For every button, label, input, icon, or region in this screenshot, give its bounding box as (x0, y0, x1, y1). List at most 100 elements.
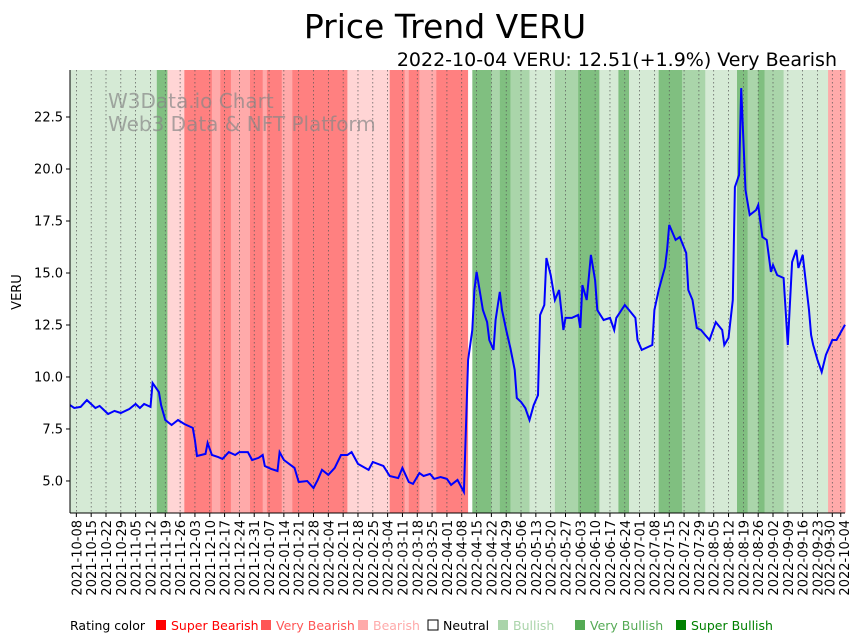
x-tick-label: 2022-05-06 (515, 520, 530, 596)
x-tick-label: 2022-09-16 (797, 520, 812, 596)
x-tick-label: 2021-12-10 (204, 520, 219, 596)
x-tick-label: 2022-03-18 (411, 520, 426, 596)
x-tick-label: 2022-04-29 (500, 520, 515, 596)
x-tick-label: 2022-07-01 (634, 520, 649, 596)
x-tick-label: 2021-11-05 (130, 520, 145, 596)
x-tick-label: 2021-10-08 (70, 520, 85, 596)
x-tick-label: 2022-09-23 (811, 520, 826, 596)
x-tick-label: 2021-11-26 (174, 520, 189, 596)
legend-label: Super Bearish (171, 618, 259, 633)
legend-label: Bearish (373, 618, 420, 633)
x-tick-label: 2022-06-03 (574, 520, 589, 596)
legend-label: Super Bullish (691, 618, 773, 633)
rating-band (211, 70, 221, 513)
x-tick-label: 2021-12-03 (189, 520, 204, 596)
rating-band (554, 70, 579, 513)
rating-band (266, 70, 283, 513)
rating-band (758, 70, 766, 513)
rating-band (70, 70, 158, 513)
legend: Rating color Super Bearish Very Bearish Bea… (70, 618, 773, 633)
x-tick-label: 2021-11-19 (159, 520, 174, 596)
x-tick-label: 2022-06-24 (619, 520, 634, 596)
chart-subtitle: 2022-10-04 VERU: 12.51(+1.9%) Very Beari… (397, 49, 837, 71)
x-tick-label: 2022-04-15 (471, 520, 486, 596)
x-tick-label: 2022-05-13 (530, 520, 545, 596)
rating-band (658, 70, 683, 513)
rating-band (599, 70, 619, 513)
rating-band (681, 70, 706, 513)
x-tick-label: 2022-09-09 (782, 520, 797, 596)
x-tick-label: 2022-10-04 (838, 520, 853, 596)
x-tick-label: 2022-07-15 (663, 520, 678, 596)
x-tick-label: 2021-11-12 (144, 520, 159, 596)
legend-swatch (427, 619, 439, 631)
x-tick-label: 2022-03-25 (426, 520, 441, 596)
x-tick-label: 2022-08-12 (723, 520, 738, 596)
y-tick-label: 15.0 (34, 266, 63, 281)
rating-band (737, 70, 749, 513)
rating-band (292, 70, 348, 513)
y-tick-label: 7.5 (42, 422, 63, 437)
legend-swatch (156, 620, 166, 630)
axes: 2021-10-08 2021-10-15 2021-10-22 2021-10-29… (34, 70, 853, 596)
x-tick-label: 2021-12-31 (248, 520, 263, 596)
y-tick-label: 20.0 (34, 162, 63, 177)
legend-label: Very Bearish (276, 618, 355, 633)
x-tick-label: 2022-05-20 (545, 520, 560, 596)
x-tick-label: 2022-06-17 (604, 520, 619, 596)
rating-band (472, 70, 492, 513)
rating-band (184, 70, 213, 513)
rating-band (249, 70, 264, 513)
rating-band (419, 70, 437, 513)
x-tick-label: 2022-05-27 (559, 520, 574, 596)
x-tick-label: 2022-04-22 (485, 520, 500, 596)
x-tick-label: 2022-04-08 (456, 520, 471, 596)
x-tick-label: 2022-02-11 (337, 520, 352, 596)
legend-title: Rating color (70, 618, 146, 633)
chart-title: Price Trend VERU (304, 7, 586, 46)
x-tick-label: 2022-03-11 (396, 520, 411, 596)
rating-band (404, 70, 410, 513)
rating-band (491, 70, 501, 513)
grid-lines (76, 70, 842, 513)
y-tick-label: 10.0 (34, 370, 63, 385)
x-tick-label: 2021-12-17 (219, 520, 234, 596)
x-tick-label: 2021-10-29 (115, 520, 130, 596)
x-tick-label: 2022-02-25 (367, 520, 382, 596)
rating-band (578, 70, 600, 513)
legend-swatch (575, 620, 585, 630)
x-tick-label: 2022-01-28 (308, 520, 323, 596)
rating-band (220, 70, 232, 513)
rating-band (510, 70, 530, 513)
rating-band (167, 70, 185, 513)
rating-band (618, 70, 630, 513)
rating-band (262, 70, 268, 513)
x-tick-label: 2021-12-24 (233, 520, 248, 596)
rating-band (156, 70, 168, 513)
x-tick-label: 2022-07-22 (678, 520, 693, 596)
x-tick-label: 2022-08-19 (737, 520, 752, 596)
x-tick-label: 2022-08-05 (708, 520, 723, 596)
watermark: W3Data.io Chart Web3 Data & NFT Platform (108, 89, 376, 136)
legend-swatch (358, 620, 368, 630)
rating-band (281, 70, 293, 513)
rating-bands (70, 70, 846, 513)
rating-band (764, 70, 785, 513)
y-tick-label: 22.5 (34, 111, 63, 126)
x-tick-label: 2022-08-26 (752, 520, 767, 596)
x-tick-label: 2022-09-02 (767, 520, 782, 596)
legend-swatch (676, 620, 686, 630)
y-tick-label: 17.5 (34, 214, 63, 229)
rating-band (436, 70, 469, 513)
watermark-line-2: Web3 Data & NFT Platform (108, 112, 376, 136)
watermark-line-1: W3Data.io Chart (108, 89, 274, 113)
x-tick-label: 2022-04-01 (441, 520, 456, 596)
x-tick-label: 2022-01-07 (263, 520, 278, 596)
rating-band (408, 70, 420, 513)
x-tick-label: 2021-10-15 (85, 520, 100, 596)
rating-band (499, 70, 511, 513)
y-tick-label: 5.0 (42, 474, 63, 489)
rating-band (347, 70, 391, 513)
rating-band (468, 70, 473, 513)
x-tick-label: 2022-02-18 (352, 520, 367, 596)
